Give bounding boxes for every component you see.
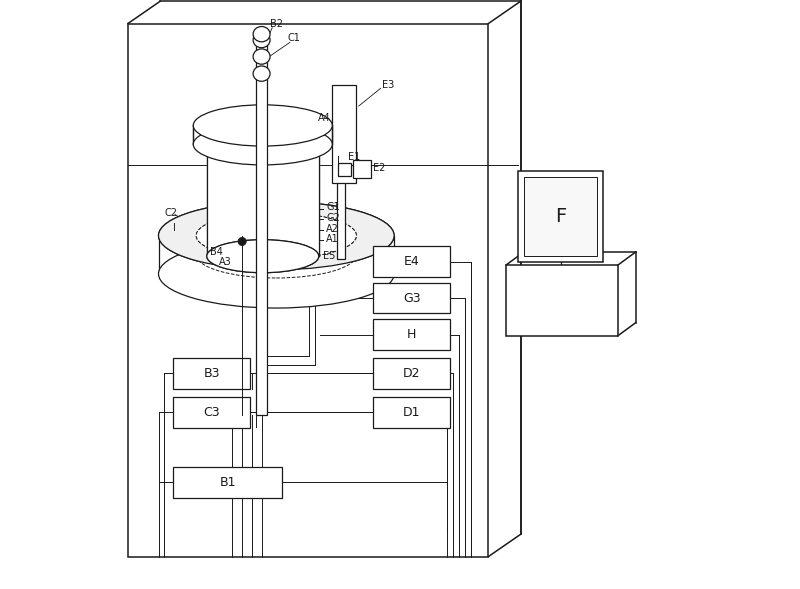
Bar: [174, 358, 250, 389]
Bar: [374, 246, 450, 277]
Text: B2: B2: [270, 19, 283, 28]
Ellipse shape: [207, 240, 318, 273]
Text: E5: E5: [323, 252, 336, 261]
Ellipse shape: [158, 240, 394, 308]
Text: B4: B4: [210, 247, 223, 256]
Ellipse shape: [207, 128, 318, 161]
Ellipse shape: [196, 213, 357, 259]
Bar: [338, 94, 345, 259]
Bar: [338, 163, 351, 176]
Ellipse shape: [207, 240, 318, 273]
Bar: [524, 177, 598, 256]
Ellipse shape: [253, 49, 270, 64]
Text: D2: D2: [403, 367, 421, 380]
Text: C2: C2: [165, 209, 178, 218]
Text: B1: B1: [219, 476, 236, 489]
Text: A1: A1: [326, 234, 339, 244]
Ellipse shape: [196, 231, 357, 278]
Text: F: F: [555, 207, 566, 226]
Bar: [174, 397, 250, 428]
Ellipse shape: [253, 27, 270, 42]
Text: E4: E4: [404, 255, 420, 268]
Ellipse shape: [253, 32, 270, 48]
Text: G3: G3: [403, 292, 421, 305]
Ellipse shape: [158, 201, 394, 270]
Text: C1: C1: [287, 34, 301, 43]
Bar: [256, 34, 267, 415]
Ellipse shape: [194, 124, 332, 165]
Text: B3: B3: [203, 367, 220, 380]
Bar: [207, 144, 318, 256]
Ellipse shape: [194, 105, 332, 146]
Text: D1: D1: [403, 406, 421, 419]
Text: C3: C3: [203, 406, 220, 419]
Bar: [374, 397, 450, 428]
Text: A4: A4: [318, 113, 330, 123]
Ellipse shape: [196, 213, 357, 259]
Bar: [518, 171, 603, 262]
Text: A2: A2: [326, 224, 339, 233]
Text: E1: E1: [348, 153, 361, 162]
Ellipse shape: [207, 128, 318, 161]
Text: A3: A3: [219, 257, 232, 266]
Bar: [374, 283, 450, 313]
Text: H: H: [407, 328, 417, 341]
Bar: [174, 467, 282, 498]
Ellipse shape: [238, 237, 246, 246]
Bar: [332, 85, 356, 183]
Text: E3: E3: [382, 81, 394, 90]
Bar: [194, 125, 332, 144]
Text: G1: G1: [326, 203, 340, 212]
Bar: [353, 160, 370, 178]
Text: G2: G2: [326, 213, 340, 223]
Bar: [128, 24, 488, 557]
Ellipse shape: [253, 66, 270, 81]
Ellipse shape: [158, 201, 394, 270]
Bar: [374, 319, 450, 350]
Text: I: I: [174, 223, 176, 233]
Bar: [506, 265, 618, 336]
Text: E2: E2: [374, 163, 386, 173]
Bar: [374, 358, 450, 389]
